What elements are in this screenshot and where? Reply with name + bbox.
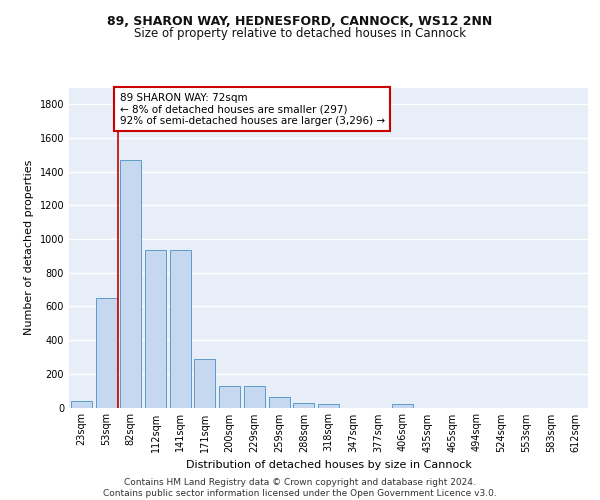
Bar <box>95 298 116 408</box>
X-axis label: Distribution of detached houses by size in Cannock: Distribution of detached houses by size … <box>185 460 472 470</box>
Bar <box>71 401 92 407</box>
Bar <box>293 404 314 407</box>
Text: 89 SHARON WAY: 72sqm
← 8% of detached houses are smaller (297)
92% of semi-detac: 89 SHARON WAY: 72sqm ← 8% of detached ho… <box>119 92 385 126</box>
Y-axis label: Number of detached properties: Number of detached properties <box>24 160 34 335</box>
Bar <box>318 404 339 407</box>
Bar <box>269 397 290 407</box>
Bar <box>244 386 265 407</box>
Bar <box>194 358 215 408</box>
Bar <box>120 160 141 408</box>
Bar <box>170 250 191 408</box>
Bar <box>392 404 413 407</box>
Text: Size of property relative to detached houses in Cannock: Size of property relative to detached ho… <box>134 28 466 40</box>
Bar <box>219 386 240 407</box>
Bar <box>145 250 166 408</box>
Text: Contains HM Land Registry data © Crown copyright and database right 2024.
Contai: Contains HM Land Registry data © Crown c… <box>103 478 497 498</box>
Text: 89, SHARON WAY, HEDNESFORD, CANNOCK, WS12 2NN: 89, SHARON WAY, HEDNESFORD, CANNOCK, WS1… <box>107 15 493 28</box>
